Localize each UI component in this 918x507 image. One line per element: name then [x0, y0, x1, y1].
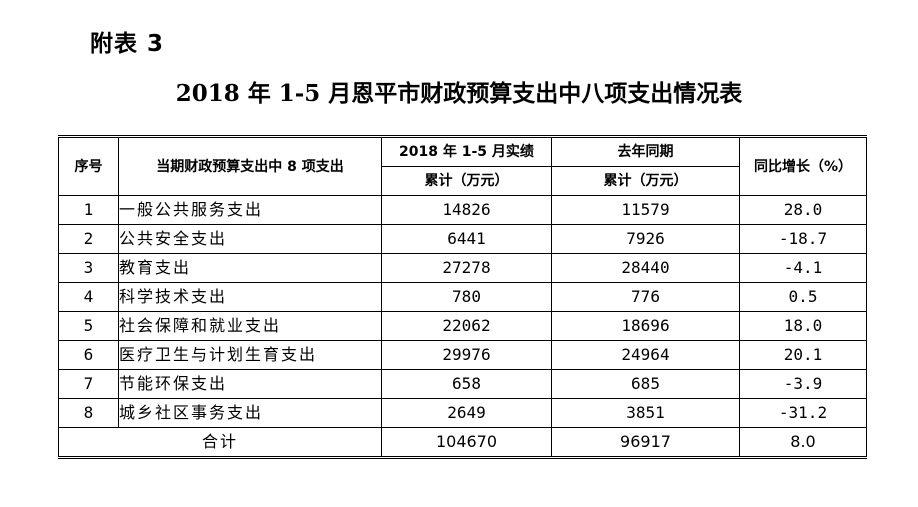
row-seq: 6 — [58, 340, 119, 370]
header-row-bottom: 累计（万元） 累计（万元） — [59, 166, 867, 196]
table-row: 4 科学技术支出 780 776 0.5 — [58, 282, 867, 312]
row-item: 教育支出 — [118, 253, 382, 283]
table-row: 2 公共安全支出 6441 7926 -18.7 — [58, 224, 867, 254]
row-seq: 3 — [58, 253, 119, 283]
row-item: 医疗卫生与计划生育支出 — [118, 340, 382, 370]
row-growth: 28.0 — [739, 195, 867, 225]
total-row: 合计 104670 96917 8.0 — [58, 427, 867, 458]
page-title: 2018 年 1-5 月恩平市财政预算支出中八项支出情况表 — [175, 80, 743, 107]
total-label: 合计 — [58, 427, 382, 458]
header-seq: 序号 — [58, 136, 119, 196]
row-prior: 28440 — [551, 253, 740, 283]
row-current: 14826 — [381, 195, 552, 225]
row-current: 2649 — [381, 398, 552, 428]
row-item: 节能环保支出 — [118, 369, 382, 399]
row-item: 科学技术支出 — [118, 282, 382, 312]
row-current: 780 — [381, 282, 552, 312]
header-growth: 同比增长（%） — [739, 136, 867, 196]
row-prior: 685 — [551, 369, 740, 399]
total-prior: 96917 — [551, 427, 740, 458]
row-seq: 7 — [58, 369, 119, 399]
table-row: 1 一般公共服务支出 14826 11579 28.0 — [58, 195, 867, 225]
row-seq: 1 — [58, 195, 119, 225]
row-current: 22062 — [381, 311, 552, 341]
row-growth: 0.5 — [739, 282, 867, 312]
row-seq: 2 — [58, 224, 119, 254]
table-row: 3 教育支出 27278 28440 -4.1 — [58, 253, 867, 283]
header-current-group: 2018 年 1-5 月实绩 — [381, 136, 552, 167]
row-growth: -4.1 — [739, 253, 867, 283]
header-item: 当期财政预算支出中 8 项支出 — [118, 136, 382, 196]
row-current: 658 — [381, 369, 552, 399]
row-growth: 20.1 — [739, 340, 867, 370]
row-item: 社会保障和就业支出 — [118, 311, 382, 341]
table-row: 8 城乡社区事务支出 2649 3851 -31.2 — [58, 398, 867, 428]
header-current-sub: 累计（万元） — [381, 166, 552, 196]
row-prior: 3851 — [551, 398, 740, 428]
row-seq: 8 — [58, 398, 119, 428]
row-growth: -3.9 — [739, 369, 867, 399]
row-prior: 776 — [551, 282, 740, 312]
table-row: 6 医疗卫生与计划生育支出 29976 24964 20.1 — [58, 340, 867, 370]
row-item: 城乡社区事务支出 — [118, 398, 382, 428]
row-prior: 18696 — [551, 311, 740, 341]
header-prior-group: 去年同期 — [551, 136, 740, 167]
row-growth: -18.7 — [739, 224, 867, 254]
table-row: 5 社会保障和就业支出 22062 18696 18.0 — [58, 311, 867, 341]
row-growth: -31.2 — [739, 398, 867, 428]
row-prior: 11579 — [551, 195, 740, 225]
row-seq: 4 — [58, 282, 119, 312]
row-seq: 5 — [58, 311, 119, 341]
row-item: 公共安全支出 — [118, 224, 382, 254]
table-row: 7 节能环保支出 658 685 -3.9 — [58, 369, 867, 399]
header-prior-sub: 累计（万元） — [551, 166, 740, 196]
expenditure-table: 序号 当期财政预算支出中 8 项支出 2018 年 1-5 月实绩 去年同期 同… — [58, 135, 867, 459]
row-prior: 7926 — [551, 224, 740, 254]
row-item: 一般公共服务支出 — [118, 195, 382, 225]
total-growth: 8.0 — [739, 427, 867, 458]
total-current: 104670 — [381, 427, 552, 458]
appendix-label: 附表 3 — [90, 31, 165, 57]
row-growth: 18.0 — [739, 311, 867, 341]
row-current: 29976 — [381, 340, 552, 370]
header-row-top: 序号 当期财政预算支出中 8 项支出 2018 年 1-5 月实绩 去年同期 同… — [58, 136, 867, 196]
row-prior: 24964 — [551, 340, 740, 370]
row-current: 27278 — [381, 253, 552, 283]
row-current: 6441 — [381, 224, 552, 254]
